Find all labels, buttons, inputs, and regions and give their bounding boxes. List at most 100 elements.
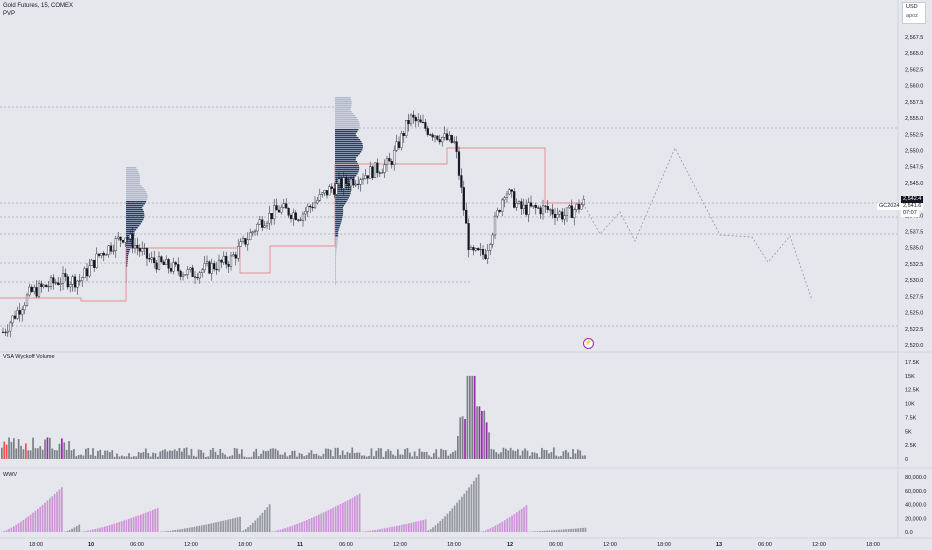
profile-bar — [126, 265, 128, 267]
alert-bolt-icon[interactable]: ⚡ — [583, 338, 594, 349]
wwv-pane-title[interactable]: WWV — [3, 472, 18, 478]
candle-body — [145, 247, 149, 259]
vsa-volume-bar — [440, 448, 442, 459]
profile-bar — [126, 183, 140, 185]
wwv-bar — [511, 515, 513, 532]
wwv-bar — [313, 516, 315, 532]
vsa-volume-bar — [464, 419, 466, 459]
wwv-bar — [337, 505, 339, 532]
candle-body — [174, 262, 177, 265]
vsa-volume-bar — [253, 451, 255, 459]
wwv-bar — [470, 484, 473, 532]
vsa-volume-bar — [289, 455, 291, 459]
vsa-volume-bar — [497, 453, 500, 459]
candle-body — [66, 276, 69, 288]
wwv-bar — [523, 507, 525, 532]
profile-bar — [335, 217, 343, 219]
candle-body — [184, 274, 187, 276]
vsa-volume-bar — [356, 452, 358, 459]
vsa-volume-bar — [577, 449, 579, 459]
candle-body — [553, 214, 557, 218]
profile-bar — [335, 197, 349, 199]
wwv-bar — [558, 529, 560, 532]
wwv-bar — [555, 530, 558, 532]
vsa-volume-bar — [509, 447, 512, 459]
profile-bar — [335, 233, 339, 235]
vsa-volume-bar — [250, 456, 253, 459]
vsa-volume-bar — [233, 447, 236, 459]
price-axis[interactable]: 2,567.5 2,565.0 2,562.5 2,560.0 2,557.5 2,555… — [905, 35, 923, 349]
profile-bar — [335, 229, 339, 231]
indicator-label[interactable]: PVP — [3, 11, 16, 17]
wwv-bar — [266, 507, 269, 532]
candle-body — [186, 269, 189, 275]
vsa-volume-bar — [75, 456, 78, 459]
wwv-bar — [427, 530, 430, 532]
wwv-bar — [236, 517, 239, 532]
candle-body — [85, 268, 89, 277]
vsa-volume-bar — [207, 456, 210, 459]
wwv-bar — [310, 517, 313, 532]
profile-bar — [335, 107, 352, 109]
vsa-volume-bar — [219, 449, 222, 459]
vsa-volume-bar — [385, 451, 387, 459]
vsa-volume-bar — [581, 455, 584, 459]
wwv-bar — [553, 530, 556, 532]
vsa-volume-bar — [49, 437, 51, 459]
candle-body — [481, 249, 485, 255]
currency-menu[interactable]: USD apoz — [902, 2, 926, 24]
vsa-volume-bar — [63, 442, 66, 459]
candle-body — [237, 246, 240, 259]
vsa-volume-bar — [32, 437, 34, 459]
wwv-bar — [53, 494, 56, 532]
candle-body — [443, 133, 446, 138]
time-axis[interactable]: 18:00 10 06:00 12:00 18:00 11 06:00 12:00 18:00 1… — [29, 542, 880, 548]
wwv-bar — [461, 496, 463, 532]
candle-body — [117, 236, 120, 239]
profile-bar — [335, 191, 351, 193]
vsa-volume-bar — [85, 448, 87, 459]
vsa-volume-bar — [416, 456, 418, 459]
vsa-pane-title[interactable]: VSA Wyckoff Volume — [3, 354, 55, 360]
vsa-volume-bar — [58, 443, 61, 459]
candle-body — [265, 222, 269, 227]
candle-body — [203, 263, 206, 271]
candle-body — [69, 284, 72, 288]
wwv-bar — [156, 508, 159, 532]
wwv-bar — [215, 522, 217, 532]
candle-body — [561, 211, 564, 220]
vsa-volume-bar — [572, 449, 574, 459]
candle-body — [366, 175, 369, 179]
wwv-bar — [379, 529, 381, 532]
wwv-bar — [39, 506, 42, 532]
vsa-volume-bar — [20, 445, 22, 459]
candle-body — [258, 219, 261, 225]
candle-body — [582, 199, 585, 206]
wwv-bar — [128, 518, 130, 532]
wwv-bar — [534, 531, 536, 532]
candle-body — [256, 223, 259, 232]
profile-bar — [335, 227, 340, 229]
wwv-bar — [84, 531, 87, 532]
symbol-title[interactable]: Gold Futures, 15, COMEX — [3, 3, 74, 9]
price-tick-label: 2,520.0 — [905, 343, 923, 349]
profile-bar — [126, 259, 128, 261]
candle-body — [181, 274, 185, 277]
vsa-tick-label: 15K — [905, 374, 915, 380]
wwv-bar — [73, 527, 76, 532]
vsa-volume-bar — [562, 451, 565, 459]
candle-body — [541, 205, 545, 215]
vsa-volume-bar — [265, 451, 267, 459]
vsa-volume-bar — [87, 448, 90, 459]
vsa-volume-bar — [121, 455, 123, 459]
wwv-bar — [188, 527, 191, 532]
vsa-volume-bar — [490, 448, 493, 459]
candle-body — [575, 203, 578, 210]
candle-body — [388, 158, 391, 162]
wwv-bar — [327, 510, 330, 532]
wwv-bar — [5, 529, 8, 532]
vsa-volume-bar — [473, 375, 476, 459]
vsa-volume-bar — [178, 447, 181, 459]
time-tick-label: 06:00 — [758, 542, 772, 548]
